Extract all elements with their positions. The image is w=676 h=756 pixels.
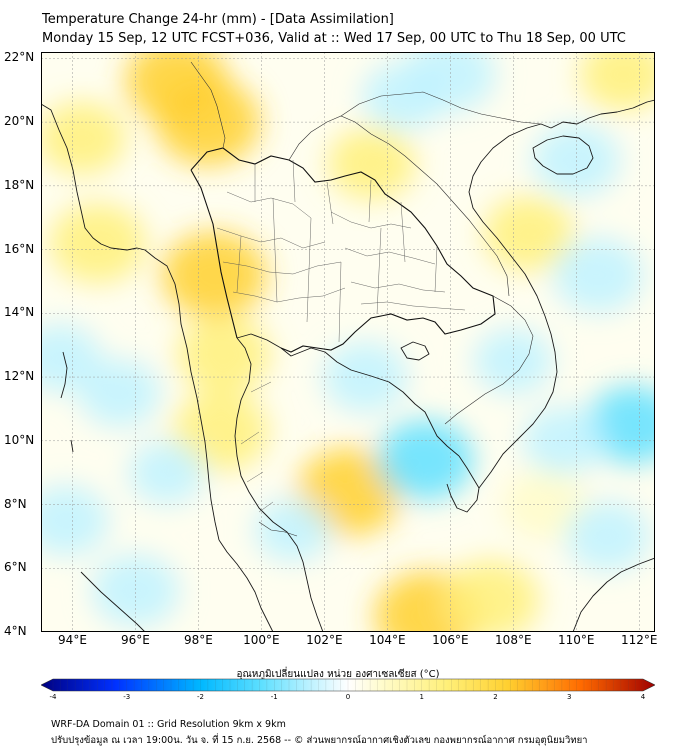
warming-anomaly-12 [502, 469, 588, 540]
cooling-anomaly-15 [362, 62, 445, 131]
map-canvas [41, 52, 655, 633]
coastline-sumatra [80, 571, 146, 632]
lat-tick-label: 14°N [4, 305, 35, 320]
cooling-anomaly-19 [522, 406, 605, 475]
warming-anomaly-1 [155, 78, 261, 166]
warming-anomaly-11 [327, 127, 416, 200]
lat-tick-label: 18°N [4, 177, 35, 192]
border-thailand [190, 147, 496, 353]
lon-tick-label: 96°E [121, 633, 150, 647]
cooling-anomaly-25 [91, 554, 180, 627]
border-vietnam-china [340, 91, 542, 125]
lat-tick-label: 4°N [4, 624, 27, 638]
footer-model-info: WRF-DA Domain 01 :: Grid Resolution 9km … [51, 719, 286, 730]
warming-anomaly-4 [161, 231, 267, 319]
colorbar-tick-label: -2 [197, 693, 204, 701]
lon-tick-label: 112°E [621, 633, 658, 647]
island-andaman [60, 351, 74, 453]
coastline-mekong-delta [446, 371, 558, 513]
colorbar-tick-label: 2 [493, 693, 498, 701]
border-cambodia [444, 295, 534, 425]
warming-anomaly-6 [172, 391, 269, 472]
footer-update-credit: ปรับปรุงข้อมูล ณ เวลา 19:00น. วัน จ. ที่… [51, 735, 588, 746]
lake-tonle-sap [400, 341, 430, 361]
cooling-anomaly-23 [41, 323, 101, 392]
warming-anomaly-2 [41, 101, 126, 175]
colorbar [41, 678, 655, 692]
lat-tick-label: 20°N [4, 114, 35, 129]
lon-tick-label: 104°E [369, 633, 406, 647]
warming-anomaly-3 [49, 203, 146, 284]
colorbar-tick-label: -4 [49, 693, 57, 701]
map-title: Temperature Change 24-hr (mm) - [Data As… [42, 12, 394, 27]
cooling-anomaly-22 [78, 358, 161, 427]
colorbar-tick-label: 0 [345, 693, 351, 701]
map-subtitle-valid-time: Monday 15 Sep, 12 UTC FCST+036, Valid at… [42, 31, 626, 46]
cooling-anomaly-17 [553, 237, 644, 313]
warming-anomaly-13 [579, 52, 655, 111]
colorbar-tick-label: -1 [270, 693, 278, 701]
cooling-anomaly-27 [565, 501, 651, 572]
lat-tick-label: 6°N [4, 560, 27, 575]
lat-tick-label: 12°N [4, 369, 35, 384]
border-laos [288, 115, 510, 297]
colorbar-tick-label: -3 [123, 693, 131, 701]
map-panel [41, 52, 655, 633]
cooling-anomaly-26 [254, 498, 332, 562]
coastline-peninsula-west [218, 539, 274, 632]
lon-tick-label: 98°E [183, 633, 213, 647]
warming-anomaly-9 [443, 560, 540, 632]
lat-tick-label: 22°N [4, 50, 35, 65]
colorbar-tick-label: 4 [640, 693, 646, 701]
lat-tick-label: 10°N [4, 432, 35, 447]
lon-tick-label: 106°E [432, 633, 469, 647]
island-hainan [532, 135, 594, 175]
cooling-anomaly-20 [377, 419, 474, 500]
coastline-myanmar [41, 103, 220, 541]
warming-anomaly-10 [483, 196, 575, 272]
warming-anomaly-5 [177, 315, 271, 394]
lat-tick-label: 8°N [4, 496, 27, 511]
coastline-peninsula-east [234, 337, 324, 632]
colorbar-tick-label: 3 [567, 693, 572, 701]
border-myanmar-china [190, 61, 226, 149]
cooling-anomaly-29 [128, 441, 206, 505]
lon-tick-label: 94°E [58, 633, 87, 647]
colorbar-label: อุณหภูมิเปลี่ยนแปลง หน่วย องศาเซลเซียส (… [236, 669, 440, 680]
coastline-south-china [550, 99, 655, 129]
coastline-borneo [572, 557, 655, 632]
lat-tick-label: 16°N [4, 241, 35, 256]
lon-tick-label: 102°E [306, 633, 343, 647]
colorbar-tick-label: 1 [419, 693, 424, 701]
province-lines [216, 159, 466, 513]
lon-tick-label: 100°E [243, 633, 280, 647]
coastline-vietnam-east [468, 123, 558, 373]
cooling-anomaly-24 [41, 485, 109, 556]
border-malaysia-thailand [258, 521, 298, 537]
lon-tick-label: 110°E [558, 633, 595, 647]
lon-tick-label: 108°E [495, 633, 532, 647]
